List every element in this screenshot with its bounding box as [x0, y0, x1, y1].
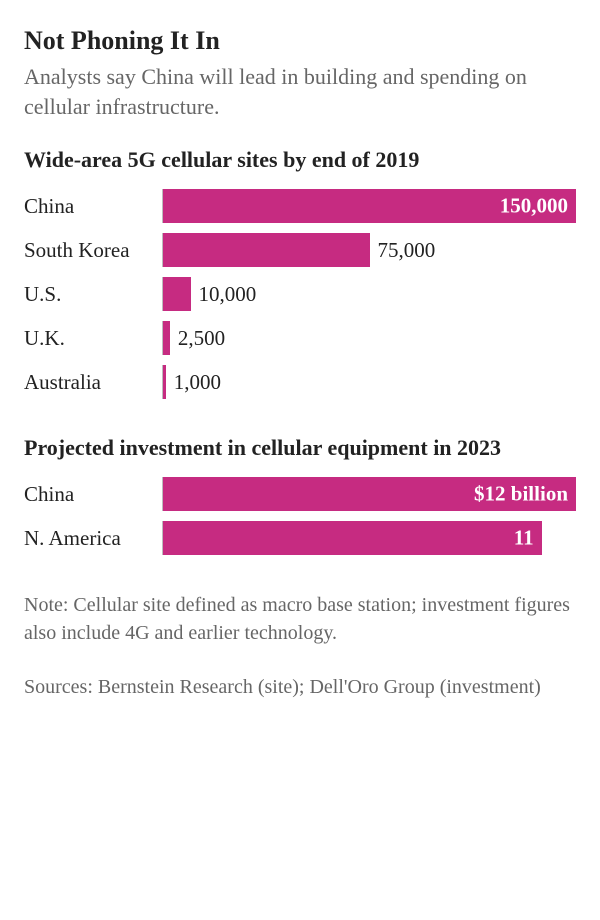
bar-track: 75,000 — [162, 233, 576, 267]
bar — [163, 365, 166, 399]
headline: Not Phoning It In — [24, 26, 576, 56]
bar-track: 11 — [162, 521, 576, 555]
chart-5g-sites: Wide-area 5G cellular sites by end of 20… — [24, 147, 576, 399]
note-text: Note: Cellular site defined as macro bas… — [24, 591, 576, 647]
bar-row: U.S. 10,000 — [24, 277, 576, 311]
bar-value: $12 billion — [474, 482, 568, 507]
bar-row: South Korea 75,000 — [24, 233, 576, 267]
bar-label: South Korea — [24, 238, 162, 263]
bar-track: 1,000 — [162, 365, 576, 399]
chart-rows: China $12 billion N. America 11 — [24, 477, 576, 555]
chart-title: Projected investment in cellular equipme… — [24, 435, 576, 461]
bar-track: 2,500 — [162, 321, 576, 355]
bar: $12 billion — [163, 477, 576, 511]
subtitle: Analysts say China will lead in building… — [24, 62, 576, 121]
bar-label: N. America — [24, 526, 162, 551]
bar-label: U.S. — [24, 282, 162, 307]
bar-value: 150,000 — [500, 194, 568, 219]
bar-value: 11 — [514, 526, 534, 551]
infographic-container: Not Phoning It In Analysts say China wil… — [0, 0, 600, 725]
bar-row: N. America 11 — [24, 521, 576, 555]
bar — [163, 321, 170, 355]
bar-row: China 150,000 — [24, 189, 576, 223]
bar-row: Australia 1,000 — [24, 365, 576, 399]
chart-title: Wide-area 5G cellular sites by end of 20… — [24, 147, 576, 173]
bar — [163, 277, 191, 311]
bar: 11 — [163, 521, 542, 555]
bar-value: 75,000 — [378, 238, 436, 263]
bar-value: 2,500 — [178, 326, 225, 351]
bar: 150,000 — [163, 189, 576, 223]
bar-track: 150,000 — [162, 189, 576, 223]
bar-label: U.K. — [24, 326, 162, 351]
bar-label: China — [24, 482, 162, 507]
chart-investment: Projected investment in cellular equipme… — [24, 435, 576, 555]
bar-label: Australia — [24, 370, 162, 395]
bar-label: China — [24, 194, 162, 219]
bar-track: 10,000 — [162, 277, 576, 311]
bar-value: 1,000 — [174, 370, 221, 395]
sources-text: Sources: Bernstein Research (site); Dell… — [24, 673, 576, 701]
bar-row: U.K. 2,500 — [24, 321, 576, 355]
bar-track: $12 billion — [162, 477, 576, 511]
chart-rows: China150,000South Korea75,000U.S.10,000U… — [24, 189, 576, 399]
bar — [163, 233, 370, 267]
bar-value: 10,000 — [199, 282, 257, 307]
bar-row: China $12 billion — [24, 477, 576, 511]
